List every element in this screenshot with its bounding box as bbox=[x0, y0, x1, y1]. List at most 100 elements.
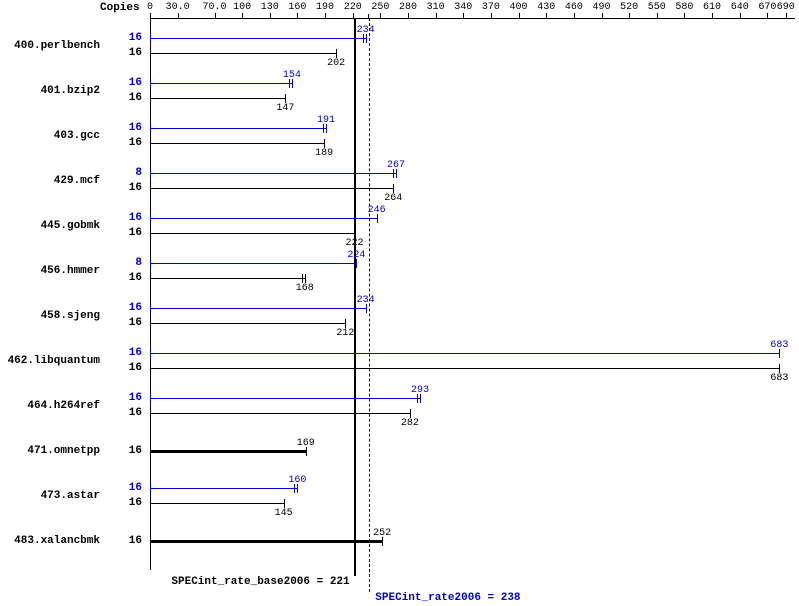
copies-value: 16 bbox=[122, 92, 142, 104]
axis-tick-label: 430 bbox=[537, 2, 555, 13]
bar-line bbox=[150, 488, 297, 489]
bar-line bbox=[150, 98, 285, 99]
bar-line bbox=[150, 540, 382, 543]
axis-tick bbox=[767, 13, 768, 18]
bar-value-label: 147 bbox=[276, 103, 294, 114]
bar-line bbox=[150, 308, 366, 309]
copies-value: 16 bbox=[122, 272, 142, 284]
benchmark-name: 456.hmmer bbox=[0, 265, 100, 277]
bar-value-label: 234 bbox=[357, 295, 375, 306]
copies-value: 16 bbox=[122, 482, 142, 494]
ref-line-base bbox=[354, 18, 356, 576]
bar-line bbox=[150, 413, 410, 414]
bar-line bbox=[150, 263, 356, 264]
bar-value-label: 264 bbox=[384, 193, 402, 204]
bar-line bbox=[150, 38, 366, 39]
benchmark-name: 471.omnetpp bbox=[0, 445, 100, 457]
bar-end-cap bbox=[410, 409, 411, 418]
copies-value: 16 bbox=[122, 497, 142, 509]
bar-line bbox=[150, 218, 377, 219]
axis-tick bbox=[684, 13, 685, 18]
axis-tick-label: 690 bbox=[777, 2, 795, 13]
copies-value: 16 bbox=[122, 47, 142, 59]
axis-tick-label: 190 bbox=[316, 2, 334, 13]
axis-tick bbox=[519, 13, 520, 18]
bar-line bbox=[150, 53, 336, 54]
copies-value: 16 bbox=[122, 32, 142, 44]
benchmark-name: 458.sjeng bbox=[0, 310, 100, 322]
axis-tick-label: 490 bbox=[592, 2, 610, 13]
axis-tick-label: 0 bbox=[147, 2, 153, 13]
axis-tick-label: 460 bbox=[565, 2, 583, 13]
benchmark-name: 400.perlbench bbox=[0, 40, 100, 52]
axis-tick-label: 250 bbox=[371, 2, 389, 13]
benchmark-name: 401.bzip2 bbox=[0, 85, 100, 97]
copies-value: 16 bbox=[122, 535, 142, 547]
bar-end-cap bbox=[336, 49, 337, 58]
bar-value-label: 168 bbox=[296, 283, 314, 294]
bar-end-cap bbox=[393, 184, 394, 193]
axis-tick-label: 70.0 bbox=[202, 2, 226, 13]
copies-value: 16 bbox=[122, 392, 142, 404]
bar-value-label: 683 bbox=[770, 373, 788, 384]
bar-line bbox=[150, 503, 284, 504]
axis-tick bbox=[325, 13, 326, 18]
axis-tick bbox=[436, 13, 437, 18]
bar-line bbox=[150, 278, 305, 279]
bar-end-cap bbox=[355, 229, 356, 238]
bar-value-label: 224 bbox=[347, 250, 365, 261]
copies-value: 16 bbox=[122, 182, 142, 194]
bar-end-cap bbox=[285, 94, 286, 103]
axis-tick-label: 130 bbox=[261, 2, 279, 13]
bar-value-label: 189 bbox=[315, 148, 333, 159]
axis-tick-label: 400 bbox=[510, 2, 528, 13]
benchmark-name: 429.mcf bbox=[0, 175, 100, 187]
axis-tick-label: 610 bbox=[703, 2, 721, 13]
bar-value-label: 145 bbox=[275, 508, 293, 519]
axis-tick bbox=[712, 13, 713, 18]
axis-tick bbox=[270, 13, 271, 18]
benchmark-name: 464.h264ref bbox=[0, 400, 100, 412]
bar-line bbox=[150, 188, 393, 189]
axis-tick-label: 640 bbox=[731, 2, 749, 13]
bar-value-label: 160 bbox=[288, 475, 306, 486]
bar-value-label: 212 bbox=[336, 328, 354, 339]
axis-tick-label: 100 bbox=[233, 2, 251, 13]
bar-line bbox=[150, 398, 420, 399]
axis-tick-label: 220 bbox=[344, 2, 362, 13]
bar-line bbox=[150, 143, 324, 144]
bar-value-label: 246 bbox=[368, 205, 386, 216]
axis-tick-label: 30.0 bbox=[166, 2, 190, 13]
axis-tick-label: 580 bbox=[675, 2, 693, 13]
bar-end-cap bbox=[779, 364, 780, 373]
axis-tick bbox=[463, 13, 464, 18]
bar-end-cap bbox=[324, 139, 325, 148]
axis-tick bbox=[297, 13, 298, 18]
copies-value: 16 bbox=[122, 407, 142, 419]
axis-tick bbox=[602, 13, 603, 18]
benchmark-name: 403.gcc bbox=[0, 130, 100, 142]
bar-value-label: 191 bbox=[317, 115, 335, 126]
axis-tick-label: 520 bbox=[620, 2, 638, 13]
bar-value-label: 234 bbox=[357, 25, 375, 36]
bar-line bbox=[150, 323, 345, 324]
bar-end-cap bbox=[345, 319, 346, 328]
bar-line bbox=[150, 233, 355, 234]
ref-tick-peak bbox=[368, 14, 369, 18]
bar-value-label: 202 bbox=[327, 58, 345, 69]
bar-value-label: 282 bbox=[401, 418, 419, 429]
spec-rate-chart: 030.070.01001301601902202502803103403704… bbox=[0, 0, 799, 606]
axis-tick bbox=[408, 13, 409, 18]
bar-line bbox=[150, 128, 326, 129]
axis-tick bbox=[629, 13, 630, 18]
footer-base-label: SPECint_rate_base2006 = 221 bbox=[0, 576, 350, 588]
bar-end-cap bbox=[284, 499, 285, 508]
bar-line bbox=[150, 368, 779, 369]
bar-value-label: 169 bbox=[297, 438, 315, 449]
axis-tick-label: 280 bbox=[399, 2, 417, 13]
footer-peak-label: SPECint_rate2006 = 238 bbox=[375, 592, 520, 604]
copies-value: 16 bbox=[122, 77, 142, 89]
copies-value: 16 bbox=[122, 362, 142, 374]
benchmark-name: 445.gobmk bbox=[0, 220, 100, 232]
axis-tick bbox=[657, 13, 658, 18]
